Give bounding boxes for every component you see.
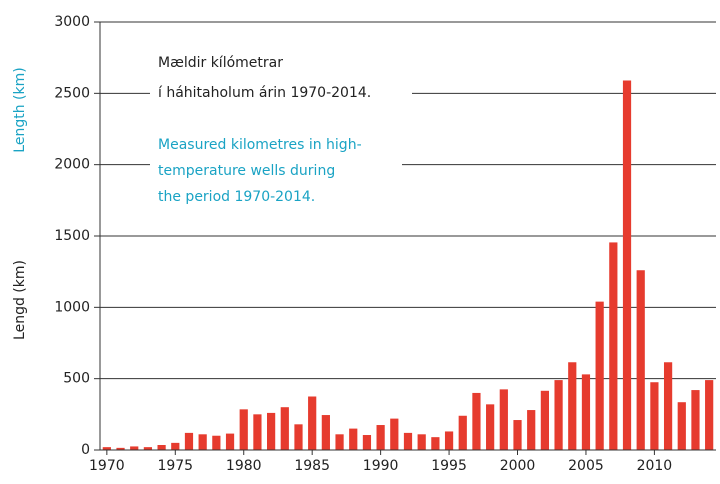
bar [390,418,399,450]
y-tick-label: 1000 [54,299,90,315]
bar [267,412,276,450]
x-tick-label: 1995 [431,458,467,474]
y-tick-label: 1500 [54,228,90,244]
annotation-is: Mældir kílómetrar [158,55,283,71]
bar [499,389,508,450]
bar [321,415,330,450]
x-tick-label: 1990 [363,458,399,474]
bar [540,390,549,450]
bar [253,414,262,450]
bar [677,402,686,450]
bar [184,432,194,450]
bar [280,407,289,450]
bar [225,433,235,450]
bar [581,374,591,450]
y-axis-label-en: Length (km) [12,67,28,152]
y-tick-label: 3000 [54,14,90,30]
x-tick-label: 1975 [157,458,193,474]
bar [513,420,522,450]
bar [554,380,563,450]
bar [349,428,358,450]
bar [650,382,659,450]
bar [622,80,632,450]
bar [294,424,303,450]
annotation-en: the period 1970-2014. [158,189,315,205]
bar [609,242,618,450]
bar [486,404,495,450]
annotation-en: temperature wells during [158,163,335,179]
x-tick-label: 2000 [500,458,536,474]
annotation-bg [150,128,402,210]
bar [102,447,111,450]
bar [458,415,467,450]
bar [143,447,153,450]
bar [239,409,248,450]
x-tick-label: 2005 [568,458,604,474]
bar [376,425,385,450]
y-tick-label: 2500 [54,85,90,101]
bar [636,270,645,450]
bar [663,362,673,450]
bar [444,431,454,450]
x-tick-label: 2010 [637,458,673,474]
bar [527,410,536,450]
bar [568,362,577,450]
bar [403,432,413,450]
bar [116,447,125,450]
x-tick-label: 1980 [226,458,262,474]
bar [157,445,166,450]
bar [198,434,207,450]
bar [171,442,180,450]
y-tick-label: 500 [63,371,90,387]
bar [705,380,714,450]
bar [362,435,372,450]
bar [212,435,221,450]
x-tick-label: 1970 [89,458,125,474]
bar [431,437,440,450]
bar [308,396,317,450]
bar [417,434,426,450]
annotation-bg [150,48,412,108]
bar [130,446,139,450]
bar [691,390,700,450]
bar [595,301,604,450]
bar [472,392,481,450]
y-axis-label-is: Lengd (km) [12,260,28,340]
annotation-is: í háhitaholum árin 1970-2014. [158,85,371,101]
x-tick-label: 1985 [294,458,330,474]
y-tick-label: 0 [81,442,90,458]
annotation-en: Measured kilometres in high- [158,137,362,153]
y-tick-label: 2000 [54,157,90,173]
bar [335,434,344,450]
